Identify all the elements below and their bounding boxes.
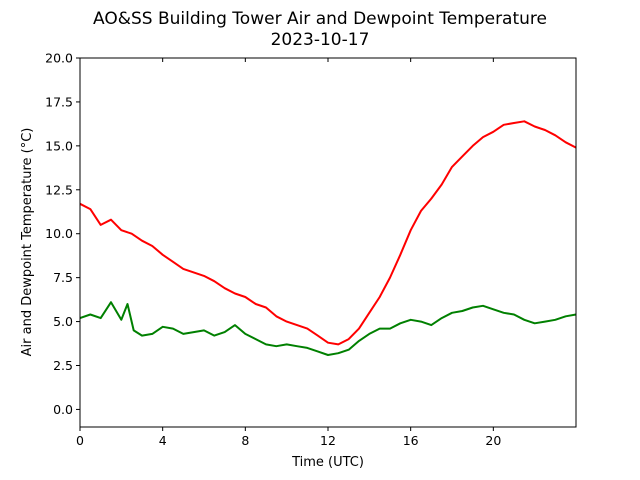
series-line-green <box>79 301 577 356</box>
plot-lines <box>79 120 577 356</box>
x-tick-label: 20 <box>485 433 501 448</box>
y-tick-label: 17.5 <box>45 94 73 109</box>
x-tick-label: 4 <box>159 433 167 448</box>
x-axis: 0 4 8 12 16 20 <box>76 58 501 448</box>
x-tick-label: 8 <box>241 433 249 448</box>
x-tick-label: 16 <box>403 433 419 448</box>
y-axis: 0.0 2.5 5.0 7.5 10.0 12.5 15.0 17.5 20.0 <box>45 51 80 417</box>
plot-frame <box>79 57 577 428</box>
series-line-red <box>79 120 577 346</box>
chart-subtitle: 2023-10-17 <box>271 30 370 50</box>
x-axis-label: Time (UTC) <box>291 455 364 470</box>
y-tick-label: 15.0 <box>45 138 73 153</box>
chart-title: AO&SS Building Tower Air and Dewpoint Te… <box>93 9 547 29</box>
y-tick-label: 20.0 <box>45 51 73 66</box>
x-tick-label: 0 <box>76 433 84 448</box>
y-axis-label: Air and Dewpoint Temperature (°C) <box>20 128 35 357</box>
y-tick-label: 0.0 <box>53 402 73 417</box>
y-tick-label: 12.5 <box>45 182 73 197</box>
x-tick-label: 12 <box>320 433 336 448</box>
y-tick-label: 2.5 <box>53 358 73 373</box>
y-tick-label: 5.0 <box>53 314 73 329</box>
y-tick-label: 7.5 <box>53 270 73 285</box>
y-tick-label: 10.0 <box>45 226 73 241</box>
